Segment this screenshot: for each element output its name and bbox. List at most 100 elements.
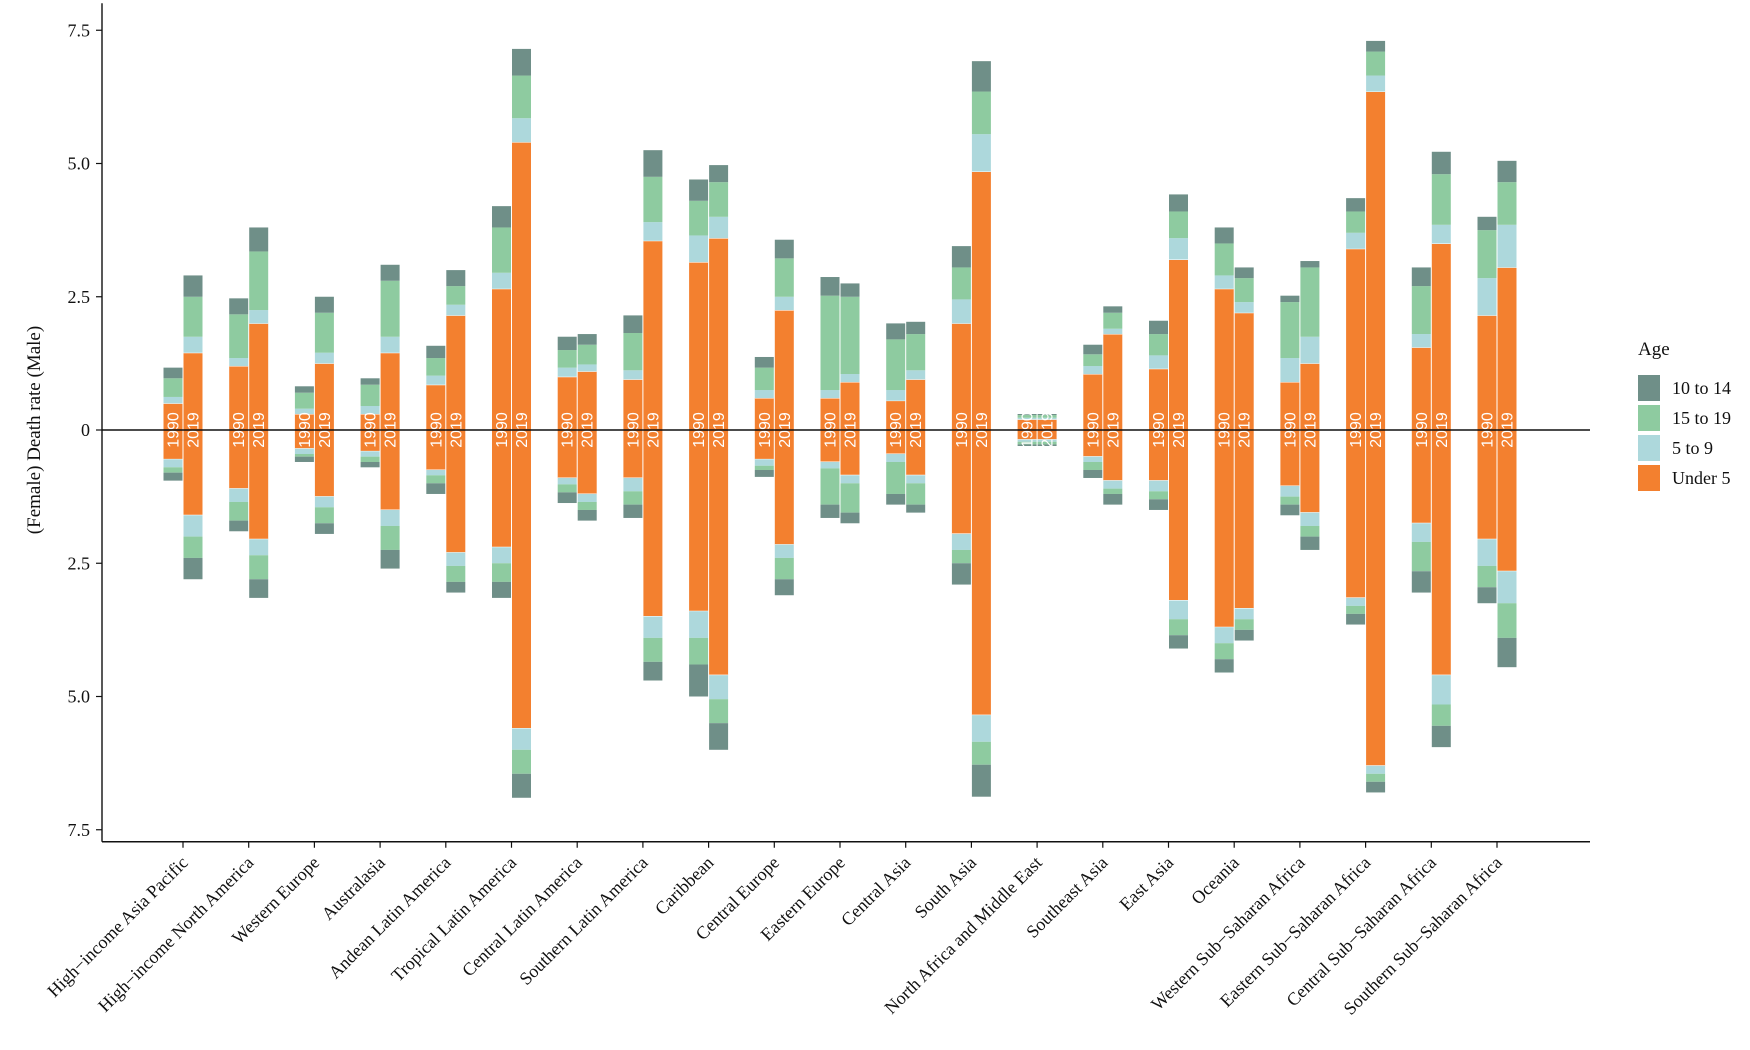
category-group: 1990 2019	[426, 270, 466, 593]
bar-1990: 1990	[229, 298, 249, 532]
bar-segment-female	[360, 461, 380, 468]
bar-segment-female	[492, 547, 511, 564]
legend-label: Under 5	[1672, 468, 1730, 488]
bar-segment-male	[951, 267, 971, 300]
category-group: 1990 2019	[360, 264, 400, 569]
bar-segment-female	[1411, 430, 1431, 524]
bar-segment-female	[774, 544, 794, 558]
bar-segment-male	[971, 91, 991, 135]
bar-segment-female	[1280, 430, 1300, 486]
bar-2019: 2019	[971, 61, 991, 797]
bar-segment-female	[951, 533, 971, 550]
bar-segment-female	[774, 557, 794, 580]
category-group: 1990 2019	[1083, 306, 1123, 505]
bar-segment-female	[163, 430, 183, 460]
bar-segment-female	[971, 764, 991, 797]
bar-segment-female	[1017, 441, 1037, 445]
bar-segment-male	[971, 134, 991, 172]
bar-segment-female	[492, 563, 511, 582]
bar-segment-male	[1497, 224, 1517, 268]
bar-2019: 2019	[906, 321, 926, 513]
bar-segment-female	[1411, 523, 1431, 542]
category-group: 1990 2019	[820, 277, 860, 524]
bar-segment-female	[951, 563, 971, 585]
bar-segment-male	[1234, 267, 1254, 279]
bar-segment-female	[1017, 430, 1037, 440]
bar-segment-male	[1431, 174, 1451, 225]
bar-segment-female	[1234, 629, 1254, 641]
bar-segment-female	[840, 430, 860, 476]
bar-segment-male	[1411, 286, 1431, 335]
bar-segment-female	[886, 430, 906, 454]
bar-segment-male	[1346, 198, 1366, 212]
category-group: 1990 2019	[1280, 261, 1320, 550]
category-label: Australasia	[318, 852, 389, 923]
bar-segment-male	[1300, 336, 1320, 364]
bar-1990: 1990	[623, 315, 643, 518]
bar-2019: 2019	[183, 275, 203, 580]
bar-segment-female	[623, 504, 643, 518]
bar-segment-male	[1149, 320, 1168, 335]
bar-segment-male	[1037, 417, 1057, 420]
bar-segment-female	[1300, 430, 1320, 513]
bar-segment-female	[643, 616, 663, 638]
bar-segment-male	[163, 396, 183, 404]
bar-segment-female	[1169, 635, 1188, 649]
category-label: Oceania	[1187, 852, 1243, 908]
bar-segment-female	[754, 459, 774, 466]
legend-title: Age	[1638, 339, 1670, 360]
bar-segment-female	[1083, 456, 1103, 462]
bar-segment-female	[1497, 430, 1517, 572]
bar-segment-female	[1366, 781, 1386, 793]
bar-segment-female	[689, 430, 709, 612]
bar-segment-female	[1169, 619, 1188, 636]
bar-segment-female	[163, 467, 183, 473]
bar-segment-female	[1280, 504, 1300, 516]
bar-segment-female	[492, 430, 511, 548]
bar-segment-female	[557, 477, 577, 485]
bar-segment-male	[229, 358, 249, 367]
bar-segment-male	[512, 142, 531, 430]
bar-segment-male	[512, 75, 531, 119]
bar-segment-male	[426, 345, 446, 359]
legend-swatch	[1638, 375, 1660, 401]
bar-1990: 1990	[1411, 267, 1431, 593]
bar-segment-female	[951, 549, 971, 564]
bar-segment-male	[314, 352, 334, 364]
bar-segment-male	[1214, 288, 1234, 430]
y-tick-label: 0	[81, 420, 90, 440]
bar-segment-female	[426, 483, 446, 494]
bar-segment-male	[249, 310, 269, 324]
bar-segment-male	[314, 363, 334, 430]
y-axis-title: (Female) Death rate (Male)	[24, 326, 45, 534]
bar-segment-female	[1431, 430, 1451, 676]
bar-segment-male	[360, 378, 380, 385]
bar-segment-male	[380, 336, 400, 353]
bar-segment-male	[512, 48, 531, 76]
bar-segment-female	[1214, 430, 1234, 628]
bar-2019: 2019	[643, 150, 663, 681]
category-group: 1990 2019	[1411, 151, 1451, 748]
bar-1990: 1990	[1083, 344, 1103, 478]
bar-segment-female	[709, 675, 729, 700]
bar-segment-male	[1346, 248, 1366, 430]
bar-segment-male	[1411, 347, 1431, 430]
bar-segment-female	[426, 430, 446, 470]
bar-segment-female	[774, 579, 794, 596]
bar-segment-female	[1280, 485, 1300, 497]
bar-2019: 2019	[1234, 267, 1254, 641]
bar-segment-male	[886, 323, 906, 340]
bar-segment-male	[426, 358, 446, 376]
bar-segment-female	[1214, 627, 1234, 644]
bar-segment-female	[643, 430, 663, 617]
bar-segment-male	[1497, 267, 1517, 430]
bar-segment-male	[951, 246, 971, 268]
bar-segment-female	[314, 523, 334, 534]
bar-segment-male	[774, 239, 794, 259]
bar-segment-male	[774, 258, 794, 297]
bar-segment-female	[886, 461, 906, 494]
bar-segment-female	[249, 555, 269, 580]
y-tick-label: 5.0	[68, 154, 91, 174]
bar-segment-female	[360, 430, 380, 452]
bar-segment-male	[754, 367, 774, 391]
